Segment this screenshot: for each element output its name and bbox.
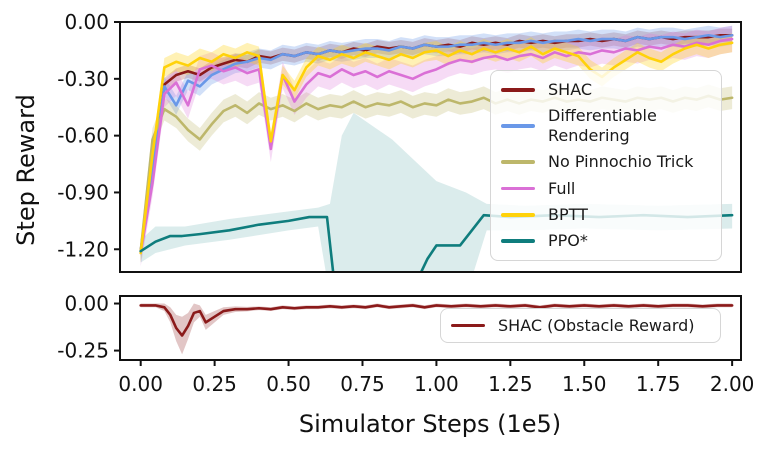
x-tick-label: 0.00 (118, 372, 163, 396)
x-tick-label: 2.00 (710, 372, 755, 396)
legend-bottom-plot: SHAC (Obstacle Reward) (440, 308, 721, 343)
legend-line-swatch (501, 160, 535, 164)
y-tick-label: -0.25 (57, 339, 109, 363)
axes-bottom: 0.00 -0.25 0.00 0.25 0.50 0.75 1.00 1.25 1.50 1.7… (57, 292, 754, 396)
legend-label: SHAC (548, 80, 593, 99)
series-line-differentiable-rendering (139, 33, 734, 253)
plot-area (139, 303, 734, 355)
y-tick-label: 0.00 (64, 292, 109, 316)
legend-line-swatch (501, 124, 535, 128)
legend-label: Full (548, 178, 576, 198)
legend-top-plot: SHAC Differentiable Rendering No Pinnochio… (490, 70, 722, 261)
x-tick-label: 0.75 (340, 372, 385, 396)
legend-line-swatch (501, 239, 535, 243)
series-line-full (139, 37, 734, 255)
legend-label: BPTT (548, 205, 588, 225)
legend-label: PPO* (548, 231, 588, 251)
series-line-bptt (139, 41, 734, 255)
y-tick-label: -0.30 (57, 67, 109, 91)
x-tick-label: 0.25 (192, 372, 237, 396)
y-tick-label: -0.60 (57, 124, 109, 148)
series-band-ppo- (140, 112, 733, 272)
legend-label: Differentiable Rendering (548, 106, 657, 145)
legend-line-swatch (501, 88, 535, 92)
y-tick-label: -1.20 (57, 237, 109, 261)
legend-line-swatch (451, 323, 485, 328)
y-tick-label: 0.00 (64, 10, 109, 34)
x-tick-label: 1.75 (636, 372, 681, 396)
axes-spines (119, 295, 742, 361)
series-line-shac-obstacle-reward- (139, 304, 734, 337)
legend-top-item-full: Full (501, 179, 711, 199)
x-tick-label: 0.50 (266, 372, 311, 396)
legend-line-swatch (501, 213, 535, 217)
x-tick-label: 1.25 (488, 372, 533, 396)
series-band-shac-obstacle-reward- (140, 303, 733, 355)
x-axis-label: Simulator Steps (1e5) (298, 410, 562, 438)
y-tick-label: -0.90 (57, 180, 109, 204)
legend-label: SHAC (Obstacle Reward) (498, 315, 695, 335)
legend-top-item-ppo-: PPO* (501, 231, 711, 251)
y-axis-label: Step Reward (12, 94, 40, 246)
legend-top-item-shac: SHAC (501, 80, 711, 100)
axes-spines (119, 21, 742, 273)
legend-top-item-bptt: BPTT (501, 205, 711, 225)
legend-top-item-differentiable-rendering: Differentiable Rendering (501, 106, 711, 145)
x-tick-label: 1.00 (414, 372, 459, 396)
legend-bottom-item-shac-obstacle-reward-: SHAC (Obstacle Reward) (451, 316, 710, 336)
legend-label: No Pinnochio Trick (548, 152, 694, 172)
x-tick-label: 1.50 (562, 372, 607, 396)
legend-top-item-no-pinnochio-trick: No Pinnochio Trick (501, 152, 711, 172)
legend-line-swatch (501, 186, 535, 191)
